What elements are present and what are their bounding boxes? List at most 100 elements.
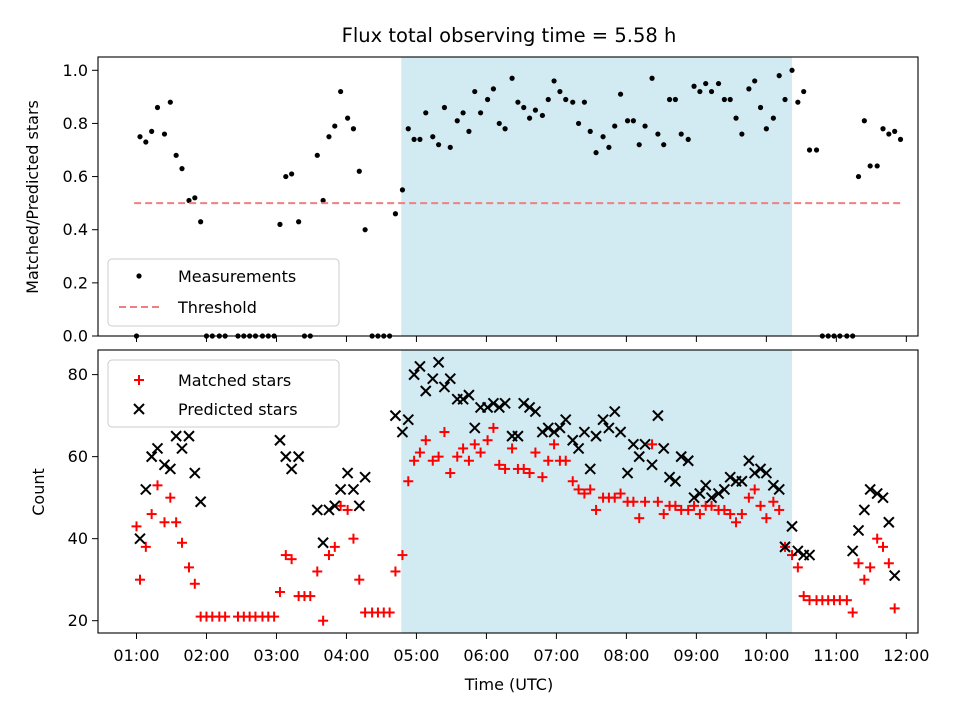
matched-stars-point (792, 562, 803, 573)
x-tick-label: 05:00 (393, 646, 439, 665)
bottom-axes-frame (97, 349, 919, 634)
measurement-point (490, 86, 497, 92)
y-tick-label: 80 (68, 365, 88, 384)
predicted-stars-point (487, 397, 500, 410)
matched-stars-point (445, 468, 456, 479)
predicted-stars-point (427, 373, 439, 385)
measurement-point (624, 118, 631, 124)
measurement-point (143, 139, 149, 145)
matched-stars-point (609, 492, 620, 503)
measurement-point (345, 115, 351, 121)
matched-stars-point (458, 443, 469, 454)
measurement-point (861, 118, 867, 124)
predicted-stars-point (718, 483, 731, 496)
matched-stars-point (354, 574, 365, 585)
matched-stars-point (865, 562, 876, 573)
measurement-point (466, 128, 472, 134)
top-legend-box (107, 258, 340, 327)
predicted-stars-point (518, 397, 530, 410)
predicted-stars-point (614, 426, 627, 438)
matched-stars-point (507, 443, 518, 454)
predicted-stars-point (396, 426, 409, 438)
predicted-stars-point (432, 356, 445, 369)
predicted-stars-point (883, 516, 895, 528)
matched-stars-point (420, 435, 431, 446)
predicted-stars-point (621, 467, 634, 479)
x-tick-label: 10:00 (743, 646, 789, 665)
measurement-point (678, 131, 684, 137)
predicted-stars-point (792, 545, 804, 557)
measurement-point (320, 197, 326, 204)
measurement-point (198, 219, 204, 225)
measurement-point (532, 107, 539, 113)
matched-stars-point (585, 484, 596, 495)
predicted-stars-point (493, 401, 505, 414)
matched-stars-point (305, 591, 316, 602)
legend-marker-measurements (136, 273, 142, 279)
matched-stars-point (134, 574, 145, 585)
measurement-point (763, 126, 769, 132)
predicted-stars-point (347, 483, 360, 496)
top-panel: 0.0 0.2 0.4 0.6 0.8 1.0 Matched/Predicted sta… (23, 56, 919, 346)
measurement-point (167, 99, 173, 105)
matched-stars-point (171, 517, 182, 528)
matched-stars-point (798, 591, 809, 602)
bottom-y-axis-label: Count (29, 468, 48, 516)
matched-stars-point (579, 488, 590, 499)
measurement-point (515, 99, 521, 105)
top-axes-frame (97, 56, 919, 337)
predicted-stars-point (481, 401, 494, 414)
measurement-point (661, 142, 667, 148)
top-observing-window-shade (401, 57, 793, 336)
matched-stars-point (878, 541, 889, 552)
matched-stars-point (549, 439, 560, 450)
matched-stars-point (403, 476, 414, 487)
measurement-point (326, 134, 332, 140)
measurement-point (770, 115, 776, 121)
measurement-point (642, 123, 648, 129)
predicted-stars-point (499, 397, 511, 410)
matched-stars-point (847, 607, 858, 618)
matched-stars-point (131, 521, 142, 532)
x-tick-label: 09:00 (673, 646, 719, 665)
bottom-x-ticks: 01:00 02:00 03:00 04:00 05:00 06:00 07:00 08:00… (113, 633, 929, 665)
predicted-stars-point (134, 532, 146, 545)
predicted-stars-point (334, 483, 347, 496)
predicted-stars-point (669, 475, 682, 487)
y-tick-label: 0.4 (63, 220, 88, 239)
predicted-stars-point (646, 459, 658, 471)
measurement-point (897, 136, 904, 142)
predicted-stars-point (151, 442, 164, 455)
predicted-stars-point (512, 430, 524, 442)
predicted-stars-point (736, 475, 748, 487)
matched-stars-point (409, 455, 420, 466)
matched-stars-point (736, 509, 747, 520)
predicted-stars-point (627, 438, 640, 451)
matched-stars-point (883, 558, 894, 569)
measurement-point (411, 136, 417, 142)
predicted-stars-point (609, 405, 621, 418)
predicted-stars-point (877, 491, 889, 504)
measurement-point (417, 136, 423, 142)
predicted-stars-point (353, 500, 365, 512)
matched-stars-point (537, 472, 548, 483)
predicted-stars-point (145, 450, 158, 463)
matched-stars-point (787, 550, 798, 561)
matched-stars-point (634, 513, 645, 524)
measurement-point (649, 75, 655, 81)
predicted-stars-point (748, 467, 761, 479)
measurement-point (746, 86, 752, 92)
predicted-stars-point (578, 426, 591, 438)
predicted-stars-point (176, 442, 188, 455)
measurement-point (350, 126, 357, 132)
predicted-stars-point (280, 450, 292, 463)
measurement-point (581, 99, 588, 105)
predicted-stars-point (773, 483, 785, 496)
predicted-stars-point (536, 426, 549, 438)
measurement-point (509, 75, 515, 81)
x-tick-label: 12:00 (883, 646, 929, 665)
predicted-stars-point (402, 414, 414, 426)
predicted-stars-point (652, 409, 664, 422)
predicted-stars-point (584, 463, 596, 475)
measurement-point (496, 120, 502, 127)
